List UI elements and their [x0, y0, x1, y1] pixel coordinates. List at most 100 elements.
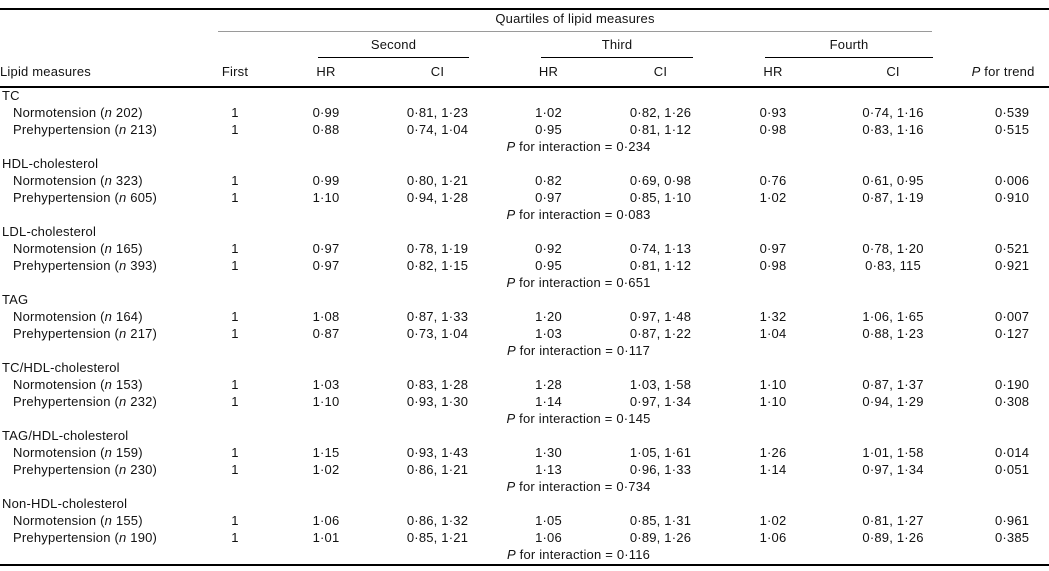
p-italic: P	[506, 479, 516, 494]
cell-hr-fourth: 1·10	[759, 377, 787, 392]
p-italic: P	[506, 139, 516, 154]
section-title: TC/HDL-cholesterol	[2, 360, 120, 375]
cell-hr-second: 1·02	[312, 462, 340, 477]
cell-ci-third: 0·81, 1·12	[629, 122, 692, 137]
p-italic: P	[506, 547, 516, 562]
interaction-row: P for interaction = 0·116	[0, 547, 1049, 565]
cell-label: Normotension (n 159)	[0, 445, 200, 462]
quartiles-title: Quartiles of lipid measures	[218, 10, 933, 32]
p-italic: P	[506, 207, 516, 222]
p-italic: P	[506, 275, 516, 290]
n-italic: n	[104, 445, 113, 460]
cell-hr-second: 1·06	[312, 513, 340, 528]
p-italic: P	[506, 343, 516, 358]
cell-ci-fourth: 1·06, 1·65	[862, 309, 924, 324]
cell-hr-fourth: 1·02	[759, 513, 787, 528]
cell-first: 1	[231, 258, 239, 273]
cell-ci-second: 0·94, 1·28	[406, 190, 469, 205]
row-label: Normotension (	[13, 309, 105, 324]
cell-p-trend: 0·539	[994, 105, 1030, 120]
n-italic: n	[119, 530, 127, 545]
cell-ci-fourth: 0·88, 1·23	[862, 326, 924, 341]
cell-ci-second: 0·74, 1·04	[406, 122, 469, 137]
cell-first: 1	[231, 377, 239, 392]
cell-ci-second: 0·73, 1·04	[406, 326, 469, 341]
cell-first: 1	[231, 173, 239, 188]
interaction-value: 0·145	[616, 411, 651, 426]
cell-hr-third: 0·92	[535, 241, 562, 256]
cell-hr-fourth: 0·93	[759, 105, 787, 120]
cell-hr-fourth: 0·98	[759, 258, 787, 273]
cell-ci-fourth: 0·83, 1·16	[862, 122, 924, 137]
col-header-lipid-measures: Lipid measures	[0, 58, 200, 88]
cell-ci-second: 0·93, 1·30	[406, 394, 469, 409]
cell-p-trend: 0·308	[994, 394, 1030, 409]
p-italic: P	[506, 411, 516, 426]
cell-hr-third: 0·95	[535, 258, 562, 273]
cell-label: Prehypertension (n 213)	[0, 122, 200, 139]
cell-hr-third: 0·95	[535, 122, 562, 137]
section-header-row: LDL-cholesterol	[0, 224, 1049, 241]
cell-ci-second: 0·83, 1·28	[406, 377, 469, 392]
row-n-count: 232)	[126, 394, 158, 409]
section-title: TC	[2, 88, 20, 103]
section-title: Non-HDL-cholesterol	[2, 496, 128, 511]
cell-hr-second: 0·99	[312, 105, 340, 120]
cell-hr-third: 1·06	[535, 530, 562, 545]
cell-hr-third: 0·97	[535, 190, 562, 205]
row-n-count: 164)	[112, 309, 143, 324]
data-row: Prehypertension (n 190) 1 1·01 0·85, 1·2…	[0, 530, 1049, 547]
interaction-value: 0·234	[616, 139, 651, 154]
cell-hr-third: 1·28	[535, 377, 562, 392]
section-header-row: TC/HDL-cholesterol	[0, 360, 1049, 377]
cell-hr-third: 1·30	[535, 445, 562, 460]
cell-hr-second: 0·97	[312, 241, 340, 256]
cell-p-trend: 0·051	[994, 462, 1030, 477]
interaction-value: 0·734	[616, 479, 651, 494]
cell-first: 1	[231, 190, 239, 205]
cell-empty	[0, 343, 200, 360]
cell-p-trend: 0·127	[994, 326, 1030, 341]
data-row: Prehypertension (n 605) 1 1·10 0·94, 1·2…	[0, 190, 1049, 207]
col-header-ci-third: CI	[604, 58, 717, 88]
row-n-count: 393)	[126, 258, 158, 273]
n-italic: n	[104, 105, 113, 120]
group-label-fourth: Fourth	[765, 32, 934, 58]
n-italic: n	[104, 513, 113, 528]
col-header-ci-fourth: CI	[829, 58, 958, 88]
cell-ci-third: 1·03, 1·58	[629, 377, 692, 392]
p-italic: P	[971, 64, 981, 79]
n-italic: n	[104, 173, 113, 188]
cell-ci-second: 0·78, 1·19	[406, 241, 469, 256]
interaction-value: 0·651	[616, 275, 651, 290]
cell-empty	[957, 479, 1049, 496]
cell-ci-third: 0·97, 1·48	[629, 309, 692, 324]
cell-hr-third: 1·13	[535, 462, 562, 477]
row-n-count: 153)	[112, 377, 143, 392]
cell-ci-third: 0·74, 1·13	[629, 241, 692, 256]
cell-hr-second: 1·03	[312, 377, 340, 392]
row-label: Prehypertension (	[13, 190, 120, 205]
cell-label: Normotension (n 165)	[0, 241, 200, 258]
data-row: Prehypertension (n 213) 1 0·88 0·74, 1·0…	[0, 122, 1049, 139]
cell-label: Prehypertension (n 605)	[0, 190, 200, 207]
interaction-value: 0·116	[616, 547, 651, 562]
row-label: Prehypertension (	[13, 394, 120, 409]
cell-label: Normotension (n 164)	[0, 309, 200, 326]
cell-empty	[0, 479, 200, 496]
row-n-count: 155)	[112, 513, 143, 528]
col-header-p-for-trend: P for trend	[957, 58, 1049, 88]
cell-first: 1	[231, 241, 239, 256]
interaction-value: 0·117	[616, 343, 651, 358]
cell-ci-third: 1·05, 1·61	[629, 445, 692, 460]
interaction-row: P for interaction = 0·145	[0, 411, 1049, 428]
cell-label: Prehypertension (n 230)	[0, 462, 200, 479]
row-label: Prehypertension (	[13, 530, 120, 545]
cell-hr-fourth: 0·76	[759, 173, 787, 188]
section-header-row: TAG	[0, 292, 1049, 309]
interaction-label: for interaction =	[515, 343, 617, 358]
interaction-row: P for interaction = 0·734	[0, 479, 1049, 496]
cell-ci-fourth: 0·78, 1·20	[862, 241, 924, 256]
cell-label: Normotension (n 202)	[0, 105, 200, 122]
cell-first: 1	[231, 513, 239, 528]
